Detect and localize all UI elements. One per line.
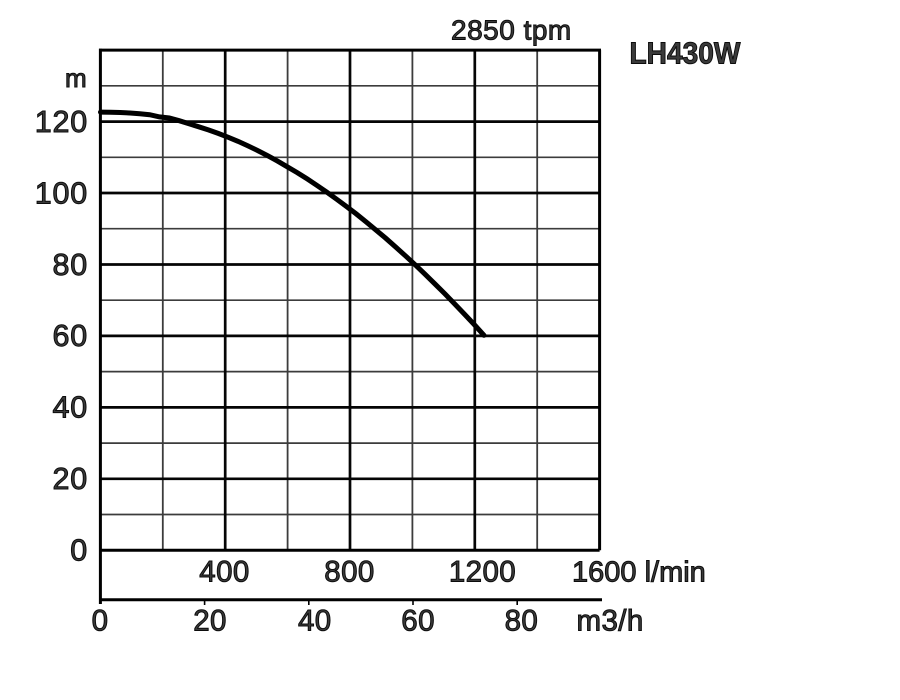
svg-text:40: 40 [298, 605, 332, 638]
svg-text:1600 l/min: 1600 l/min [572, 557, 706, 589]
svg-text:100: 100 [35, 176, 88, 210]
svg-text:40: 40 [52, 391, 88, 425]
svg-text:0: 0 [70, 534, 88, 568]
svg-text:120: 120 [35, 105, 88, 139]
svg-text:80: 80 [505, 605, 539, 638]
svg-text:400: 400 [199, 556, 249, 589]
svg-text:800: 800 [324, 556, 374, 589]
svg-text:2850 tpm: 2850 tpm [451, 15, 572, 46]
svg-text:20: 20 [193, 605, 227, 638]
svg-text:LH430W: LH430W [630, 36, 741, 70]
svg-text:0: 0 [92, 605, 109, 638]
svg-text:80: 80 [52, 248, 88, 282]
svg-text:60: 60 [401, 605, 435, 638]
svg-text:60: 60 [52, 319, 88, 353]
svg-text:20: 20 [52, 462, 88, 496]
svg-text:1200: 1200 [449, 556, 516, 589]
svg-text:m3/h: m3/h [577, 605, 644, 638]
svg-text:m: m [65, 63, 87, 93]
